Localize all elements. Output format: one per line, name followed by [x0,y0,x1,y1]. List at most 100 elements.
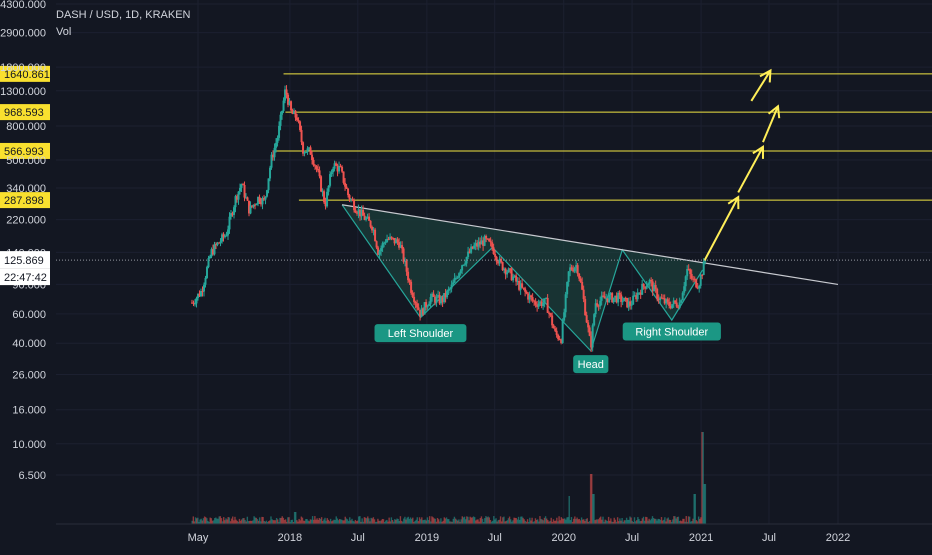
volume-bar [643,520,646,524]
candle-body [221,234,224,242]
candle-body [600,295,603,301]
volume-bar [278,521,280,524]
volume-bar [472,516,475,524]
volume-bar [568,496,570,524]
volume-bar [481,518,484,524]
volume-bar [246,516,249,524]
candle-body [266,190,269,197]
volume-bar [500,521,503,524]
pattern-label-bg [573,355,609,374]
volume-bar [610,518,612,524]
candle-body [587,322,590,328]
time-axis[interactable]: May 2018 Jul 2019 Jul 2020 Jul 2021 Jul 2022 [56,523,932,544]
volume-bar [302,520,305,524]
volume-bar [444,518,447,524]
price-level-badge [0,65,50,82]
candle-body [642,283,645,287]
volume-indicator-label[interactable]: Vol [56,26,72,38]
candle-body [680,300,683,303]
volume-bar [467,516,469,524]
volume-bar [257,520,260,524]
volume-bar [673,516,675,524]
volume-bar [364,517,367,524]
volume-bar [352,520,354,524]
candle-body [465,256,468,264]
candle-body [545,297,548,299]
volume-bar [621,517,623,524]
volume-bar [531,517,533,524]
candle-body [492,247,495,255]
price-axis-tick: 26.000 [12,369,46,381]
candle-body [246,197,249,201]
volume-bar [622,521,624,524]
volume-bar [591,474,593,524]
volume-bar [509,519,512,524]
candle-body [564,294,567,313]
candle-body [522,287,525,289]
candle-body [455,277,458,279]
volume-bar [198,521,200,524]
grid [56,0,932,524]
candle-body [381,243,384,249]
candle-body [515,275,518,282]
volume-bar [566,517,568,524]
candle-body [575,265,578,268]
candle-body [207,258,210,268]
volume-bar [704,484,707,524]
volume-bar [391,520,394,524]
candle-body [615,295,618,303]
candle-body [411,292,414,297]
volume-bar [311,516,314,524]
candle-body [224,235,227,238]
volume-bar [219,516,222,524]
volume-bar [308,521,310,524]
volume-bar [300,516,303,524]
volume-bar [550,517,552,524]
candle-body [419,309,422,317]
volume-bar [699,518,701,524]
candle-body [395,239,398,244]
volume-bar [485,516,487,524]
volume-bar [637,517,639,524]
volume-bar [634,521,637,524]
volume-bar [579,520,582,524]
volume-bar [450,521,452,524]
volume-bar [315,519,317,524]
price-axis[interactable]: 4300.000 2900.000 1800.000 1300.000 800.000 5… [0,0,50,482]
volume-bar [223,517,225,524]
volume-bar [630,517,632,524]
volume-bar [205,517,207,524]
volume-bar [667,517,669,524]
volume-bar [244,519,246,524]
candle-body [695,279,698,288]
volume-bar [336,518,339,524]
volume-bar [262,516,264,524]
volume-bar [305,519,307,524]
volume-bar [417,521,420,524]
volume-bar [376,521,378,524]
candle-body [318,170,321,177]
candle-body [608,294,611,303]
candle-body [609,293,612,295]
candle-body [414,301,417,304]
volume-bar [603,521,605,524]
volume-bar [343,520,345,524]
candle-body [342,171,345,183]
symbol-title[interactable]: DASH / USD, 1D, KRAKEN [56,9,191,21]
volume-bar [498,519,501,524]
candle-body [581,282,584,290]
volume-bar [587,521,590,524]
volume-bar [353,521,355,524]
candle-body [596,303,599,306]
volume-bar [593,494,595,524]
volume-bar [523,519,525,524]
candle-body [636,292,639,300]
candle-body [204,277,207,285]
volume-bar [657,518,659,524]
candle-body [305,152,308,154]
candle-body [312,159,315,166]
volume-bar [609,520,611,524]
volume-bar [457,520,459,524]
candle-body [408,280,411,282]
